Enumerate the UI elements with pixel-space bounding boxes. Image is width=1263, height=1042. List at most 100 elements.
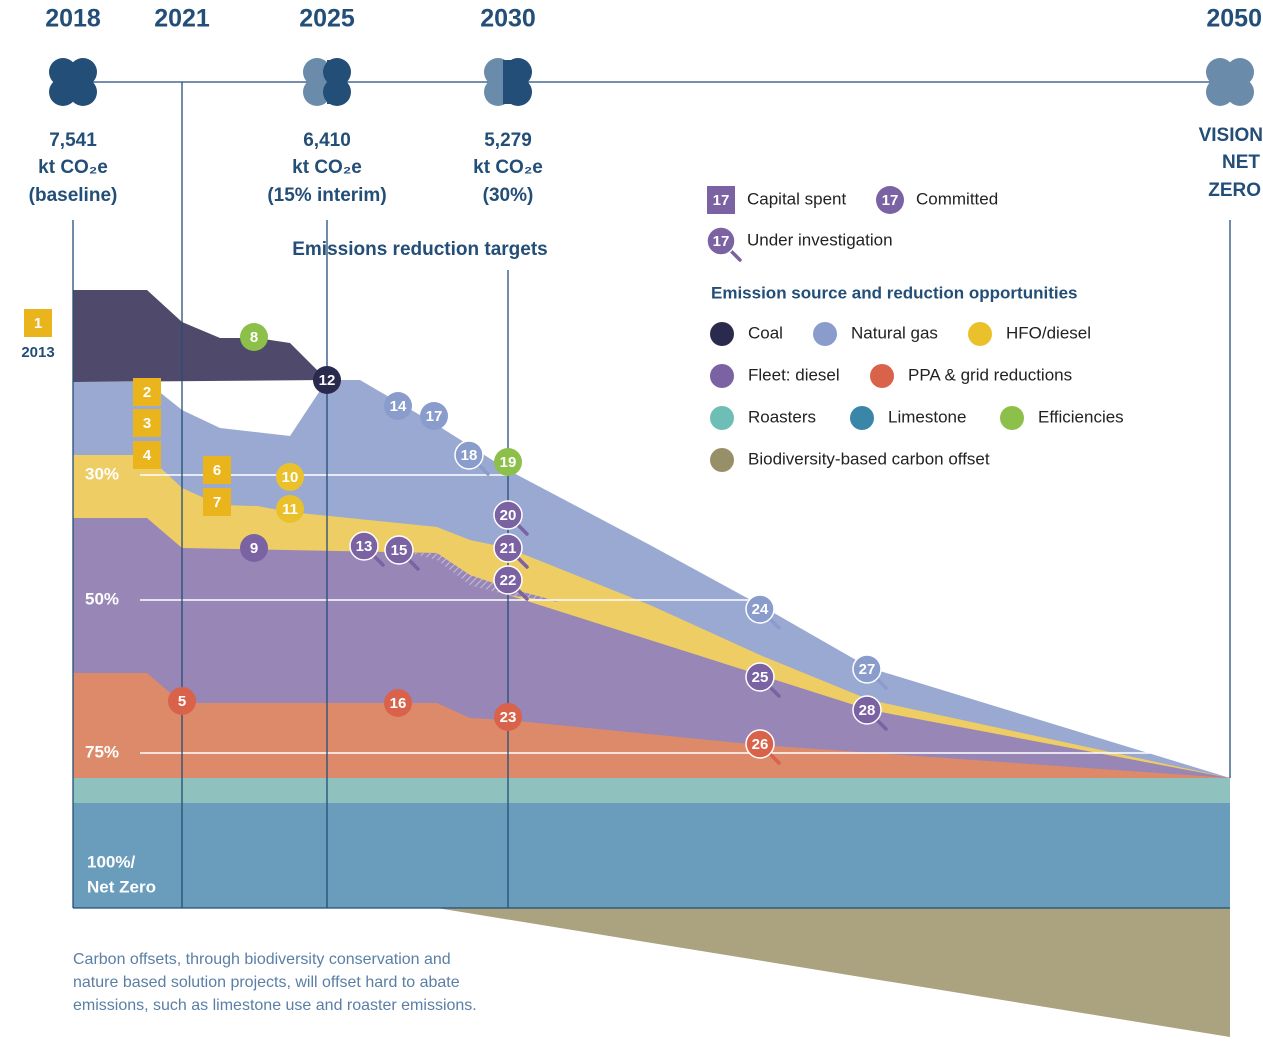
marker-circle [349,531,379,561]
marker: 16 [384,689,412,717]
year: 2021 [154,5,210,33]
legend-dot [710,406,734,430]
legend-dot [813,322,837,346]
marker-circle [706,226,736,256]
marker-label: 6 [213,462,221,479]
marker-square [133,378,161,406]
marker-label: 17 [882,192,899,209]
milestone-unit: kt CO₂e [292,157,362,178]
legend-dot [1000,406,1024,430]
marker-label: 18 [461,447,478,464]
marker-label: 27 [859,661,876,678]
legend-dot [710,448,734,472]
marker: 19 [494,448,522,476]
timeline-node [303,58,351,106]
marker: 8 [240,323,268,351]
marker-label: 11 [282,501,298,518]
legend-label: Coal [748,323,783,342]
marker-label: 17 [713,233,730,250]
marker-circle [313,366,341,394]
legend-dot [710,322,734,346]
start-year: 2013 [21,344,54,361]
marker-label: 3 [143,415,151,432]
ppa-area [73,673,1230,778]
marker-label: 25 [752,669,769,686]
milestone-value: 7,541 [49,130,97,151]
marker-label: 28 [859,702,876,719]
marker: 9 [240,534,268,562]
marker-square [133,441,161,469]
level-label: 75% [85,742,119,761]
legend-label: Biodiversity-based carbon offset [748,449,990,468]
marker-circle [493,565,523,595]
legend-label: Fleet: diesel [748,365,840,384]
marker-label: 16 [390,695,407,712]
marker: 26 [745,729,781,765]
year: 2030 [480,5,536,33]
marker-label: 20 [500,507,517,524]
marker: 12 [313,366,341,394]
marker: 17 [707,186,735,214]
legend-label: Committed [916,189,998,208]
vision: NET [1222,152,1260,173]
legend-title: Emission source and reduction opportunit… [711,283,1078,302]
legend-label: Efficiencies [1038,407,1124,426]
marker: 20 [493,500,529,536]
footnote: emissions, such as limestone use and roa… [73,997,477,1014]
marker-circle [240,534,268,562]
marker: 1 [24,309,52,337]
coal-area [73,290,327,382]
marker-label: 15 [391,542,408,559]
marker: 24 [745,594,781,630]
marker-circle [276,495,304,523]
marker-label: 19 [500,454,517,471]
marker-label: 2 [143,384,151,401]
level-label: 30% [85,464,119,483]
marker-label: 7 [213,494,221,511]
marker-circle [493,533,523,563]
legend-label: HFO/diesel [1006,323,1091,342]
marker: 3 [133,409,161,437]
vision: VISION [1199,125,1263,146]
marker-square [707,186,735,214]
legend-label: PPA & grid reductions [908,365,1072,384]
marker: 2 [133,378,161,406]
marker-square [203,456,231,484]
timeline-node [1206,58,1254,106]
milestone-note: (30%) [483,185,534,206]
offset-area [437,908,1230,1037]
marker-label: 8 [250,329,258,346]
legend-dot [850,406,874,430]
marker: 17 [876,186,904,214]
marker-circle [420,402,448,430]
marker-label: 9 [250,540,258,557]
legend-label: Under investigation [747,230,893,249]
marker-label: 17 [713,192,730,209]
year: 2018 [45,5,101,33]
marker-label: 23 [500,709,517,726]
legend-dot [710,364,734,388]
marker-label: 21 [500,540,517,557]
marker-label: 26 [752,736,769,753]
year: 2050 [1206,5,1262,33]
milestone-value: 5,279 [484,130,532,151]
marker-label: 24 [752,601,769,618]
marker: 18 [454,440,490,476]
timeline-node [49,58,97,106]
marker: 10 [276,463,304,491]
marker-label: 12 [319,372,336,389]
marker-square [133,409,161,437]
marker-label: 14 [390,398,407,415]
legend-dot [870,364,894,388]
marker: 27 [852,654,888,690]
legend-label: Capital spent [747,189,847,208]
marker-circle [876,186,904,214]
marker-label: 22 [500,572,517,589]
marker-label: 10 [282,469,299,486]
marker-label: 13 [356,538,373,555]
marker: 7 [203,488,231,516]
marker-label: 4 [143,447,152,464]
milestone-note: (15% interim) [267,185,386,206]
marker: 22 [493,565,529,601]
milestone-note: (baseline) [29,185,118,206]
